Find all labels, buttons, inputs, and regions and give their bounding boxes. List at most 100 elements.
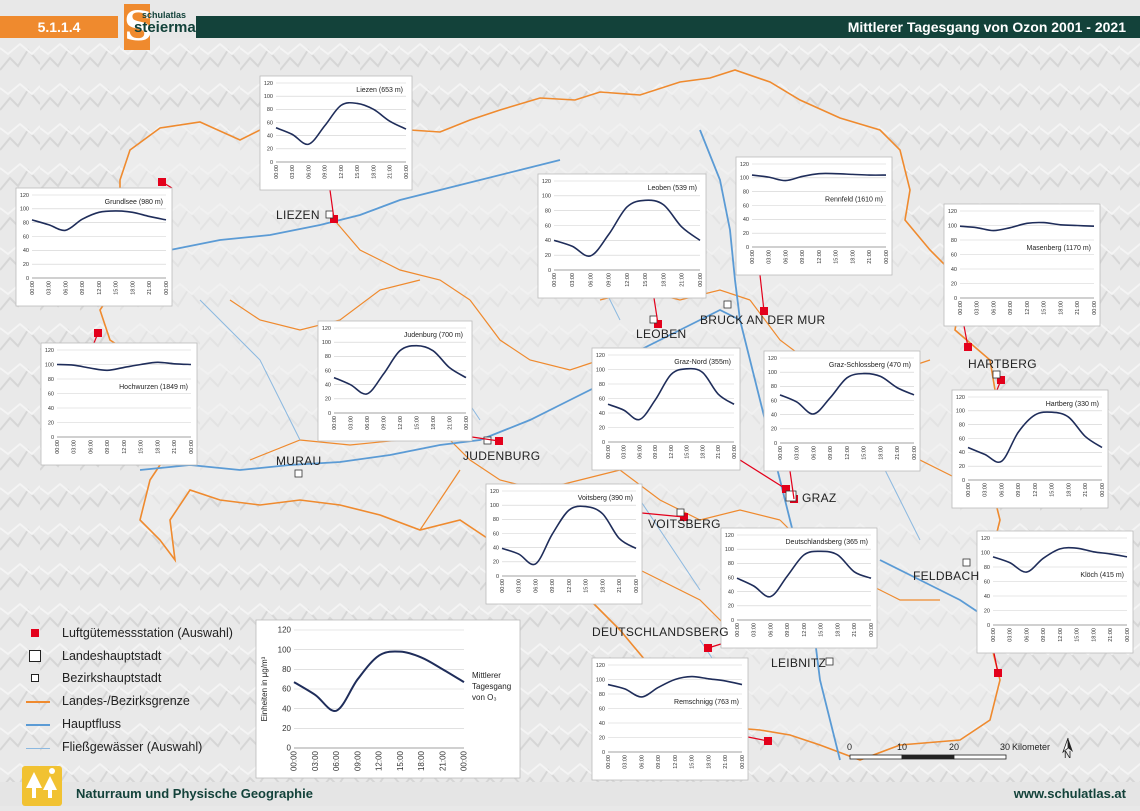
x-tick-label: 00:00: [30, 281, 36, 295]
y-tick-label: 40: [743, 217, 749, 223]
chart-remschnigg: 0 20 40 60 80 100 120 00:00 03:00 06:00 09:00 12:00…: [591, 657, 749, 781]
connector-liezen: [329, 189, 335, 220]
chart-voitsberg: 0 20 40 60 80 100 120 00:00 03:00 06:00 09:00 12:00…: [485, 483, 643, 605]
x-tick-label: 12:00: [375, 750, 384, 771]
connector-remschnigg: [747, 736, 769, 742]
x-tick-label: 21:00: [1083, 483, 1089, 497]
x-tick-label: 18:00: [417, 750, 426, 771]
y-tick-label: 0: [270, 160, 273, 166]
x-tick-label: 06:00: [639, 755, 645, 769]
y-tick-label: 120: [542, 179, 551, 185]
x-tick-label: 15:00: [862, 446, 868, 460]
y-tick-label: 20: [599, 735, 605, 741]
x-tick-label: 18:00: [661, 273, 667, 287]
x-tick-label: 21:00: [438, 750, 447, 771]
x-tick-label: 03:00: [622, 445, 628, 459]
footer-section-name: Naturraum und Physische Geographie: [76, 786, 313, 801]
y-tick-label: 0: [987, 623, 990, 629]
y-tick-label: 60: [728, 575, 734, 581]
city-label-voitsberg: VOITSBERG: [648, 517, 721, 531]
y-tick-label: 80: [267, 107, 273, 113]
x-tick-label: 12:00: [802, 623, 808, 637]
y-tick-label: 0: [774, 441, 777, 447]
x-tick-label: 18:00: [706, 755, 712, 769]
border-line-icon: [26, 701, 50, 703]
legend-label: Fließgewässer (Auswahl): [62, 740, 203, 754]
x-tick-label: 15:00: [584, 579, 590, 593]
legend-label: Hauptfluss: [62, 717, 122, 731]
x-tick-label: 00:00: [991, 628, 997, 642]
section-number: 5.1.1.4: [0, 16, 118, 38]
x-tick-label: 15:00: [1075, 628, 1081, 642]
x-tick-label: 00:00: [735, 623, 741, 637]
chart-title: Liezen (653 m): [356, 87, 403, 94]
chart-title: Klöch (415 m): [1080, 572, 1124, 579]
chart-frame: [951, 389, 1109, 509]
y-tick-label: 120: [740, 162, 749, 168]
x-tick-label: 06:00: [999, 483, 1005, 497]
y-tick-label: 60: [771, 398, 777, 404]
city-label-judenburg: JUDENBURG: [463, 449, 541, 463]
city-label-murau: MURAU: [276, 454, 322, 468]
station-square-icon: [31, 629, 39, 637]
chart-frame: [720, 527, 878, 649]
chart-kloech: 0 20 40 60 80 100 120 00:00 03:00 06:00 09:00 12:00…: [976, 530, 1134, 654]
schulatlas-logo: S schulatlas steiermark: [120, 4, 210, 50]
x-tick-label: 00:00: [966, 483, 972, 497]
x-tick-label: 00:00: [958, 301, 964, 315]
y-tick-label: 0: [51, 435, 54, 441]
x-tick-label: 15:00: [690, 755, 696, 769]
y-tick-label: 60: [493, 531, 499, 537]
x-tick-label: 09:00: [381, 416, 387, 430]
x-tick-label: 15:00: [355, 165, 361, 179]
chart-grundlsee: 0 20 40 60 80 100 120 00:00 03:00 06:00 09:00 12:00…: [15, 187, 173, 307]
connector-graz_nord: [739, 459, 787, 490]
x-tick-label: 09:00: [80, 281, 86, 295]
y-tick-label: 20: [267, 147, 273, 153]
y-tick-label: 40: [959, 450, 965, 456]
x-tick-label: 06:00: [811, 446, 817, 460]
x-tick-label: 21:00: [1075, 301, 1081, 315]
footer-website-link[interactable]: www.schulatlas.at: [1013, 786, 1126, 801]
x-tick-label: 00:00: [274, 165, 280, 179]
ozone-curve-graz_nord: [607, 367, 735, 421]
scale-unit: Kilometer: [1012, 742, 1051, 752]
connector-judenburg: [471, 436, 500, 442]
legend-label: Landes-/Bezirksgrenze: [62, 694, 190, 708]
x-tick-label: 09:00: [353, 750, 362, 771]
x-tick-label: 18:00: [1058, 301, 1064, 315]
feldbach-district-icon: [962, 558, 971, 567]
ozone-curve-legend_chart: [293, 650, 465, 712]
y-tick-label: 120: [725, 533, 734, 539]
x-tick-label: 12:00: [845, 446, 851, 460]
y-tick-label: 0: [26, 276, 29, 282]
y-tick-label: 120: [768, 356, 777, 362]
scale-tick-20: 20: [949, 742, 960, 752]
chart-hartberg: 0 20 40 60 80 100 120 00:00 03:00 06:00 09:00 12:00…: [951, 389, 1109, 509]
x-tick-label: 00:00: [750, 250, 756, 264]
y-tick-label: 20: [493, 560, 499, 566]
connector-deutschlandsberg: [707, 643, 722, 649]
y-tick-label: 20: [48, 420, 54, 426]
y-tick-label: 0: [496, 574, 499, 580]
x-tick-label: 15:00: [685, 445, 691, 459]
y-tick-label: 60: [545, 223, 551, 229]
y-tick-label: 60: [743, 203, 749, 209]
x-tick-label: 00:00: [778, 446, 784, 460]
y-tick-label: 0: [548, 268, 551, 274]
ozone-curve-voitsberg: [501, 505, 637, 566]
x-tick-label: 09:00: [323, 165, 329, 179]
y-tick-label: 60: [959, 436, 965, 442]
y-tick-label: 40: [599, 411, 605, 417]
y-tick-label: 40: [599, 721, 605, 727]
y-tick-label: 20: [743, 231, 749, 237]
x-tick-label: 15:00: [1050, 483, 1056, 497]
x-tick-label: 18:00: [431, 416, 437, 430]
ozone-curve-leoben: [553, 199, 701, 257]
x-tick-label: 00:00: [884, 250, 890, 264]
x-tick-label: 09:00: [550, 579, 556, 593]
y-tick-label: 0: [287, 744, 292, 753]
y-tick-label: 60: [599, 706, 605, 712]
ozone-curve-rennfeld: [751, 172, 887, 182]
